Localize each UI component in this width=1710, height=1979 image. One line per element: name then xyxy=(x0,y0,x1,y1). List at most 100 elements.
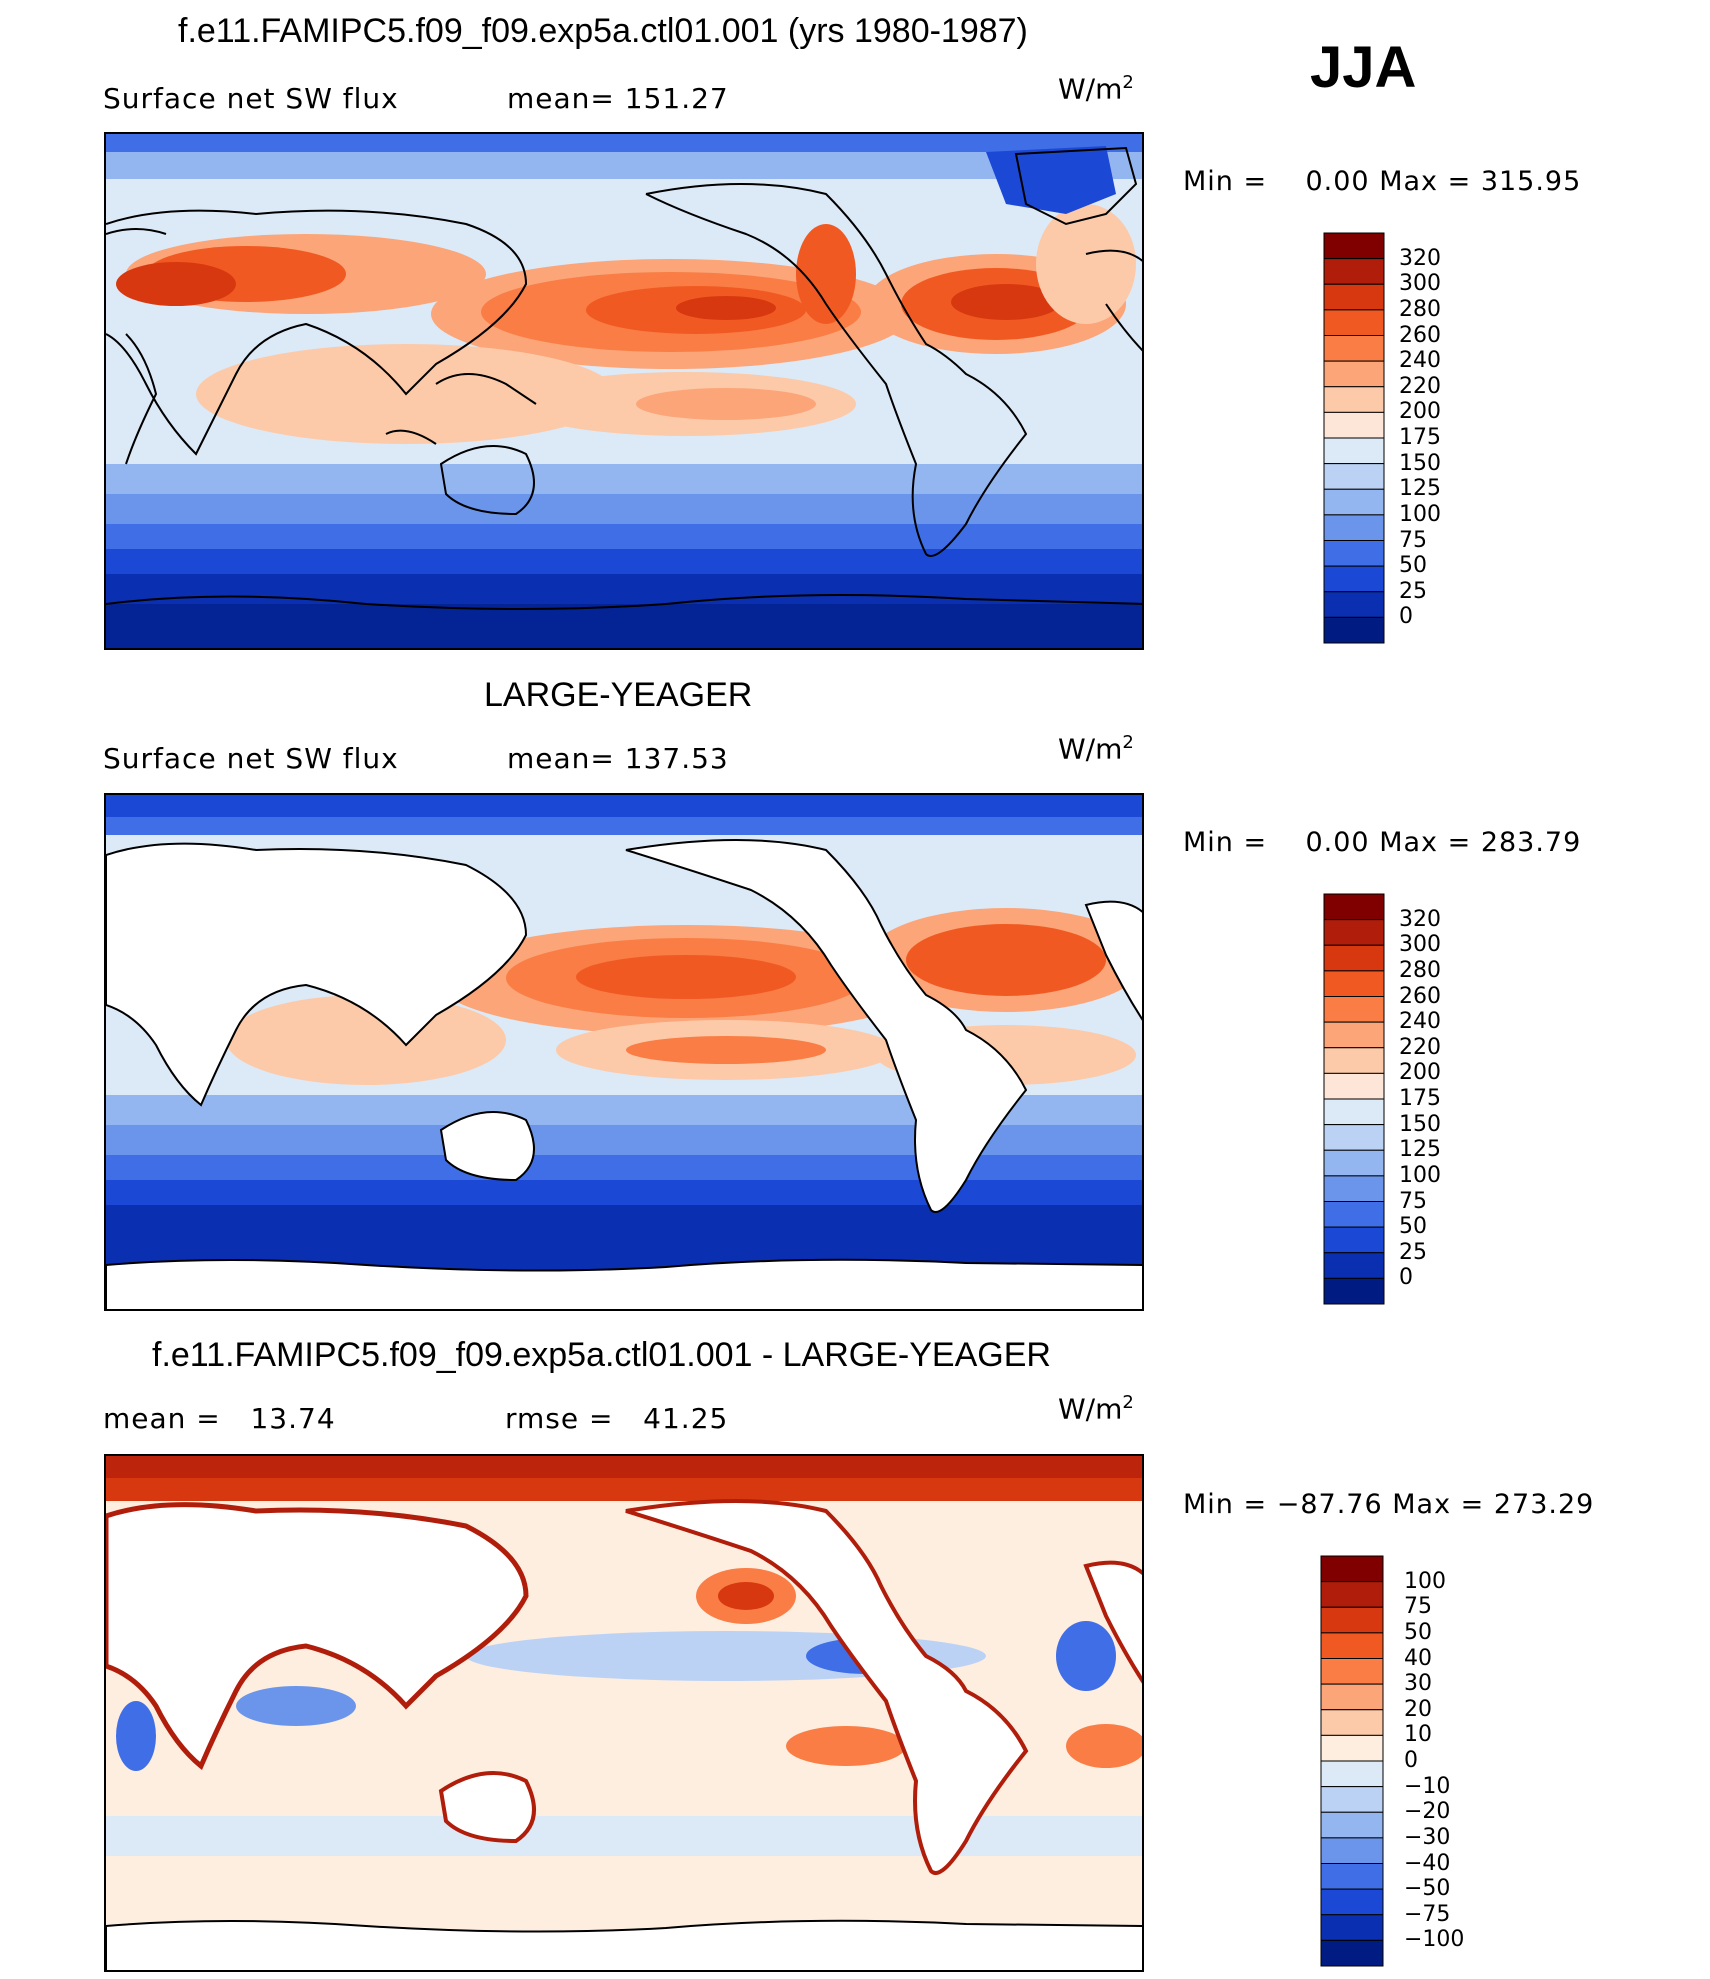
colorbar-tick-label: 240 xyxy=(1399,1009,1441,1035)
colorbar-tick-label: −30 xyxy=(1404,1824,1451,1850)
colorbar-tick-label: 0 xyxy=(1404,1748,1418,1773)
colorbar-swatch xyxy=(1320,1786,1384,1813)
colorbar-tick-label: −10 xyxy=(1404,1773,1451,1799)
colorbar-swatch xyxy=(1323,411,1385,439)
colorbar-tick-label: 200 xyxy=(1399,399,1441,425)
colorbar-swatch xyxy=(1323,1047,1385,1074)
colorbar-swatch xyxy=(1323,565,1385,593)
colorbar-swatch xyxy=(1323,944,1385,972)
colorbar-swatch xyxy=(1320,1683,1384,1711)
colorbar-tick-label: 175 xyxy=(1399,1086,1441,1111)
colorbar-swatch xyxy=(1323,232,1385,260)
colorbar-tick-label: 220 xyxy=(1399,373,1441,399)
colorbar-swatch xyxy=(1320,1709,1384,1736)
panel-1-units: W/m2 xyxy=(1058,72,1134,106)
colorbar-swatch xyxy=(1323,1021,1385,1049)
panel-3-mean: mean = 13.74 xyxy=(103,1402,336,1435)
colorbar-swatch xyxy=(1323,386,1385,413)
colorbar-swatch xyxy=(1323,893,1385,921)
colorbar-1-swatches xyxy=(1323,232,1385,644)
panel-3-title: f.e11.FAMIPC5.f09_f09.exp5a.ctl01.001 - … xyxy=(152,1336,1051,1374)
colorbar-tick-label: 175 xyxy=(1399,425,1441,450)
colorbar-tick-label: 50 xyxy=(1399,1214,1427,1240)
colorbar-tick-label: 75 xyxy=(1399,527,1427,553)
colorbar-tick-label: 25 xyxy=(1399,1239,1427,1265)
colorbar-2-swatches xyxy=(1323,893,1385,1305)
colorbar-tick-label: −20 xyxy=(1404,1799,1451,1825)
colorbar-swatch xyxy=(1320,1581,1384,1608)
colorbar-swatch xyxy=(1323,996,1385,1023)
colorbar-swatch xyxy=(1323,283,1385,311)
colorbar-swatch xyxy=(1323,591,1385,618)
colorbar-swatch xyxy=(1320,1658,1384,1685)
panel-3-map xyxy=(104,1454,1144,1972)
colorbar-swatch xyxy=(1323,309,1385,336)
colorbar-swatch xyxy=(1320,1863,1384,1890)
colorbar-tick-label: 150 xyxy=(1399,1111,1441,1137)
colorbar-swatch xyxy=(1323,488,1385,516)
colorbar-swatch xyxy=(1323,360,1385,388)
colorbar-tick-label: 50 xyxy=(1399,553,1427,579)
colorbar-tick-label: 125 xyxy=(1399,1137,1441,1163)
colorbar-swatch xyxy=(1320,1888,1384,1916)
colorbar-swatch xyxy=(1323,1201,1385,1228)
colorbar-tick-label: 260 xyxy=(1399,322,1441,348)
colorbar-swatch xyxy=(1323,1072,1385,1100)
panel-3-field xyxy=(106,1456,1142,1970)
colorbar-tick-label: −40 xyxy=(1404,1850,1451,1876)
panel-1-title: f.e11.FAMIPC5.f09_f09.exp5a.ctl01.001 (y… xyxy=(178,12,1028,50)
colorbar-tick-label: 100 xyxy=(1399,501,1441,527)
colorbar-swatch xyxy=(1320,1632,1384,1659)
panel-1-mean: mean= 151.27 xyxy=(507,82,729,115)
panel-1-variable: Surface net SW flux xyxy=(103,82,399,115)
colorbar-swatch xyxy=(1320,1606,1384,1634)
colorbar-tick-label: 10 xyxy=(1404,1722,1432,1748)
colorbar-tick-label: 75 xyxy=(1404,1594,1432,1620)
panel-2-units: W/m2 xyxy=(1058,732,1134,766)
panel-2-map xyxy=(104,793,1144,1311)
colorbar-tick-label: 300 xyxy=(1399,271,1441,297)
colorbar-swatch xyxy=(1323,1226,1385,1254)
colorbar-tick-label: 280 xyxy=(1399,296,1441,322)
colorbar-swatch xyxy=(1320,1555,1384,1583)
colorbar-swatch xyxy=(1323,463,1385,490)
colorbar-swatch xyxy=(1320,1760,1384,1788)
colorbar-swatch xyxy=(1320,1939,1384,1967)
colorbar-swatch xyxy=(1323,1098,1385,1126)
colorbar-tick-label: 320 xyxy=(1399,906,1441,932)
panel-2-variable: Surface net SW flux xyxy=(103,742,399,775)
panel-3-units: W/m2 xyxy=(1058,1392,1134,1426)
colorbar-tick-label: 100 xyxy=(1399,1162,1441,1188)
colorbar-swatch xyxy=(1323,1277,1385,1305)
colorbar-tick-label: −75 xyxy=(1404,1901,1451,1927)
colorbar-tick-label: −100 xyxy=(1404,1927,1465,1953)
panel-2-field xyxy=(106,795,1142,1309)
colorbar-swatch xyxy=(1323,514,1385,541)
colorbar-swatch xyxy=(1323,919,1385,946)
colorbar-swatch xyxy=(1323,540,1385,567)
panel-2-mean: mean= 137.53 xyxy=(507,742,729,775)
colorbar-swatch xyxy=(1323,1175,1385,1202)
colorbar-3-swatches xyxy=(1320,1555,1384,1967)
colorbar-swatch xyxy=(1323,970,1385,997)
colorbar-swatch xyxy=(1323,1252,1385,1279)
colorbar-swatch xyxy=(1323,616,1385,644)
colorbar-tick-label: 0 xyxy=(1399,604,1413,630)
colorbar-swatch xyxy=(1320,1837,1384,1864)
colorbar-swatch xyxy=(1323,1149,1385,1177)
colorbar-tick-label: 320 xyxy=(1399,245,1441,271)
colorbar-tick-label: 20 xyxy=(1404,1696,1432,1722)
colorbar-swatch xyxy=(1320,1914,1384,1941)
colorbar-tick-label: 260 xyxy=(1399,983,1441,1009)
colorbar-swatch xyxy=(1323,258,1385,285)
colorbar-tick-label: 150 xyxy=(1399,450,1441,476)
panel-1-minmax: Min = 0.00 Max = 315.95 xyxy=(1183,166,1582,197)
colorbar-tick-label: 50 xyxy=(1404,1619,1432,1645)
panel-3-rmse: rmse = 41.25 xyxy=(505,1402,729,1435)
colorbar-swatch xyxy=(1323,335,1385,362)
colorbar-swatch xyxy=(1323,437,1385,465)
colorbar-swatch xyxy=(1323,1124,1385,1151)
colorbar-tick-label: 300 xyxy=(1399,932,1441,958)
panel-2-minmax: Min = 0.00 Max = 283.79 xyxy=(1183,827,1582,858)
colorbar-tick-label: 100 xyxy=(1404,1568,1446,1594)
